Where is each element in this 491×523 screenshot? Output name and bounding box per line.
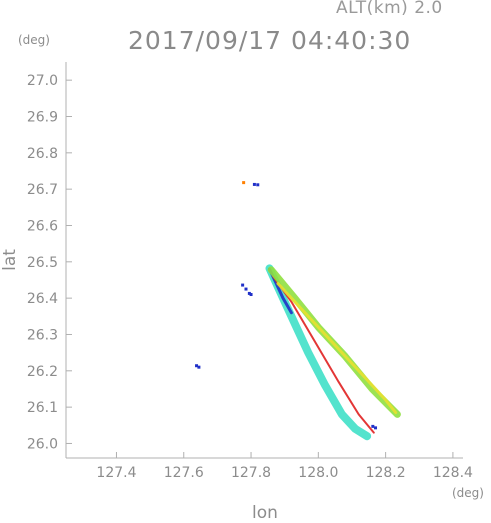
plot-marks — [195, 181, 401, 441]
x-axis-label: lon — [252, 503, 278, 523]
y-tick-label: 26.4 — [27, 291, 58, 307]
data-point — [242, 181, 246, 185]
y-tick-label: 26.8 — [27, 146, 58, 162]
y-tick-label: 26.3 — [27, 327, 58, 343]
data-series-band — [271, 275, 375, 434]
data-point — [247, 291, 251, 295]
x-tick-label: 128.4 — [433, 465, 473, 481]
data-point — [256, 183, 260, 187]
y-tick-label: 26.7 — [27, 182, 58, 198]
data-point — [244, 287, 248, 291]
data-point — [252, 182, 256, 186]
data-point — [374, 426, 378, 430]
y-tick-label: 27.0 — [27, 73, 58, 89]
plot-axes: 26.0 26.1 26.2 26.3 26.4 26.5 26.6 26.7 26.8 26.9… — [27, 62, 473, 481]
x-tick-label: 128.0 — [298, 465, 338, 481]
y-tick-label: 26.2 — [27, 364, 58, 380]
x-tick-label: 128.2 — [366, 465, 406, 481]
x-tick-label: 127.8 — [231, 465, 271, 481]
y-axis-unit: (deg) — [18, 33, 50, 47]
data-point — [241, 283, 245, 287]
x-tick-label: 127.6 — [164, 465, 204, 481]
y-tick-label: 26.1 — [27, 400, 58, 416]
x-axis-unit: (deg) — [452, 486, 484, 500]
y-tick-label: 26.0 — [27, 436, 58, 452]
chart-timestamp-title: 2017/09/17 04:40:30 — [128, 26, 412, 55]
data-point — [195, 364, 199, 368]
y-tick-label: 26.9 — [27, 109, 58, 125]
data-series-band — [265, 264, 372, 441]
data-point — [371, 424, 375, 428]
altitude-label: ALT(km) 2.0 — [336, 0, 443, 18]
data-point — [249, 293, 253, 297]
data-point — [197, 365, 201, 369]
data-series-band — [276, 282, 398, 415]
x-tick-label: 127.4 — [96, 465, 136, 481]
y-tick-label: 26.5 — [27, 255, 58, 271]
y-tick-label: 26.6 — [27, 218, 58, 234]
